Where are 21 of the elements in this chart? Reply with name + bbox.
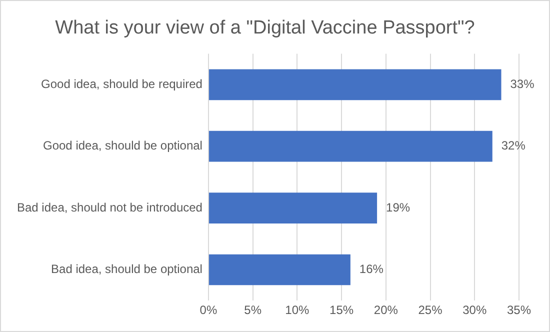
x-tick-label: 0%	[200, 303, 218, 318]
data-label: 16%	[359, 262, 384, 276]
x-tick-label: 10%	[285, 303, 310, 318]
data-label: 32%	[501, 138, 526, 153]
y-tick-label: Bad idea, should not be introduced	[16, 200, 202, 214]
x-tick-label: 30%	[462, 303, 487, 318]
data-label: 33%	[510, 76, 535, 91]
chart-title: What is your view of a "Digital Vaccine Passport"?	[55, 18, 475, 39]
y-tick-label: Bad idea, should be optional	[51, 262, 202, 276]
x-tick-label: 25%	[418, 303, 443, 318]
bar	[208, 254, 350, 286]
x-tick-label: 15%	[330, 303, 354, 318]
bar	[208, 69, 502, 100]
x-tick-label: 35%	[506, 303, 532, 318]
bar	[208, 192, 378, 224]
y-tick-label: Good idea, should be optional	[43, 138, 202, 153]
x-tick-label: 20%	[374, 303, 398, 318]
data-label: 19%	[386, 200, 410, 214]
x-tick-label: 5%	[244, 303, 262, 318]
bar	[208, 130, 492, 162]
y-tick-label: Good idea, should be required	[41, 76, 202, 91]
